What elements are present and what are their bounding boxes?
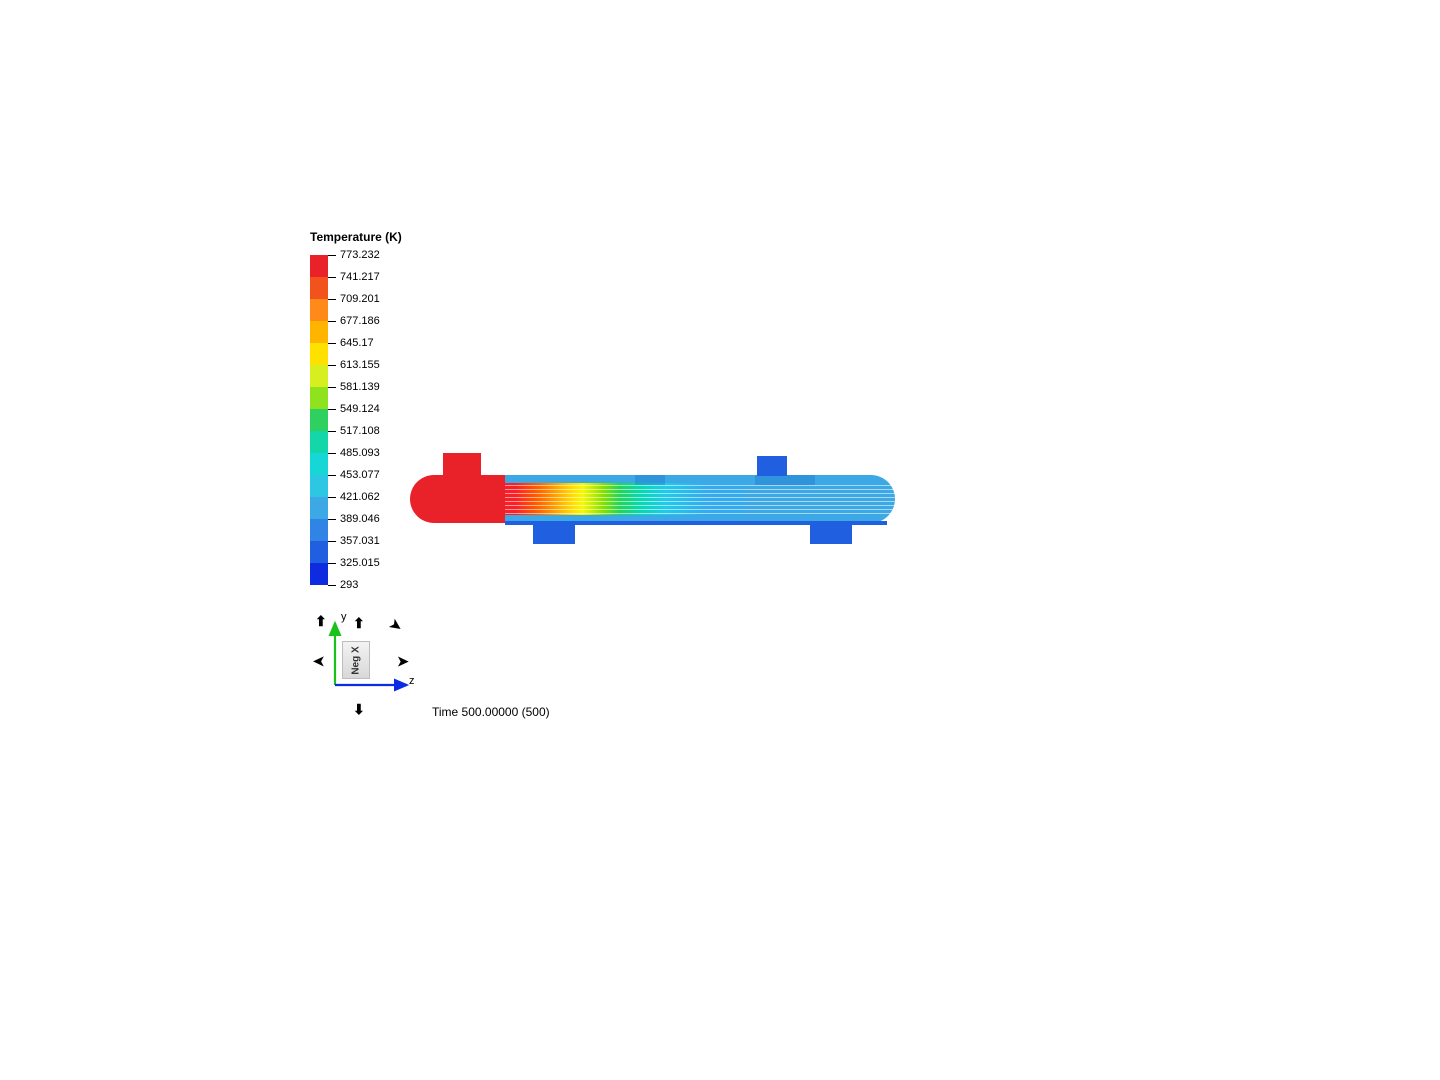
hot-inlet-nozzle (443, 453, 481, 477)
legend-tick (328, 387, 336, 388)
time-label: Time 500.00000 (500) (432, 705, 550, 719)
legend-tick-label: 549.124 (340, 403, 380, 415)
orientation-widget[interactable]: y z Neg X ⬆ ⬆ ➤ ➤ ➤ ⬆ (305, 605, 425, 725)
view-cube-face[interactable]: Neg X (342, 641, 370, 679)
heat-exchanger-contour[interactable] (410, 450, 930, 570)
legend-tick-label: 773.232 (340, 249, 380, 261)
shell-accent (755, 475, 815, 485)
hot-inlet-head (410, 475, 505, 523)
legend-tick-label: 389.046 (340, 513, 380, 525)
legend-swatch (310, 299, 328, 321)
legend-tick (328, 431, 336, 432)
nav-arrow-up-left-icon[interactable]: ⬆ (315, 613, 327, 630)
color-legend: 773.232741.217709.201677.186645.17613.15… (310, 255, 338, 585)
legend-swatch (310, 453, 328, 475)
legend-swatch (310, 541, 328, 563)
legend-tick (328, 453, 336, 454)
legend-color-bar (310, 255, 328, 585)
legend-swatch (310, 255, 328, 277)
legend-tick (328, 585, 336, 586)
legend-tick (328, 277, 336, 278)
legend-swatch (310, 497, 328, 519)
shell-bottom-baffle (505, 521, 887, 525)
view-cube-face-label: Neg X (351, 646, 362, 674)
legend-tick (328, 299, 336, 300)
legend-tick (328, 475, 336, 476)
legend-tick (328, 409, 336, 410)
legend-tick-label: 613.155 (340, 359, 380, 371)
legend-tick-label: 357.031 (340, 535, 380, 547)
nav-arrow-up-icon[interactable]: ⬆ (353, 615, 365, 632)
legend-tick (328, 541, 336, 542)
simulation-viewport[interactable]: Temperature (K) 773.232741.217709.201677… (0, 0, 1440, 1080)
shell-accent (635, 475, 665, 485)
nav-arrow-left-icon[interactable]: ➤ (313, 653, 325, 670)
legend-title: Temperature (K) (310, 230, 402, 244)
legend-tick-label: 677.186 (340, 315, 380, 327)
legend-tick-label: 453.077 (340, 469, 380, 481)
nav-arrow-down-icon[interactable]: ⬆ (353, 700, 365, 717)
legend-tick (328, 519, 336, 520)
tube-temperature-gradient (495, 483, 745, 515)
cold-nozzle-top-right (757, 456, 787, 476)
axis-z-label: z (409, 675, 415, 687)
legend-tick-label: 741.217 (340, 271, 380, 283)
legend-tick-label: 293 (340, 579, 358, 591)
legend-swatch (310, 409, 328, 431)
legend-swatch (310, 475, 328, 497)
legend-tick-label: 645.17 (340, 337, 374, 349)
cold-nozzle-bottom-right (810, 522, 852, 544)
legend-tick-label: 581.139 (340, 381, 380, 393)
legend-tick (328, 365, 336, 366)
cold-nozzle-bottom-left (533, 522, 575, 544)
legend-tick (328, 563, 336, 564)
legend-tick (328, 255, 336, 256)
legend-tick-label: 517.108 (340, 425, 380, 437)
legend-tick-label: 325.015 (340, 557, 380, 569)
legend-swatch (310, 563, 328, 585)
legend-tick (328, 497, 336, 498)
legend-swatch (310, 321, 328, 343)
legend-swatch (310, 343, 328, 365)
legend-swatch (310, 519, 328, 541)
nav-arrow-right-icon[interactable]: ➤ (397, 653, 409, 670)
shell-body (495, 475, 895, 523)
legend-swatch (310, 387, 328, 409)
legend-tick (328, 321, 336, 322)
legend-swatch (310, 365, 328, 387)
legend-tick-label: 421.062 (340, 491, 380, 503)
legend-tick-label: 709.201 (340, 293, 380, 305)
legend-swatch (310, 431, 328, 453)
legend-tick (328, 343, 336, 344)
legend-swatch (310, 277, 328, 299)
axis-y-label: y (341, 611, 347, 623)
legend-tick-label: 485.093 (340, 447, 380, 459)
